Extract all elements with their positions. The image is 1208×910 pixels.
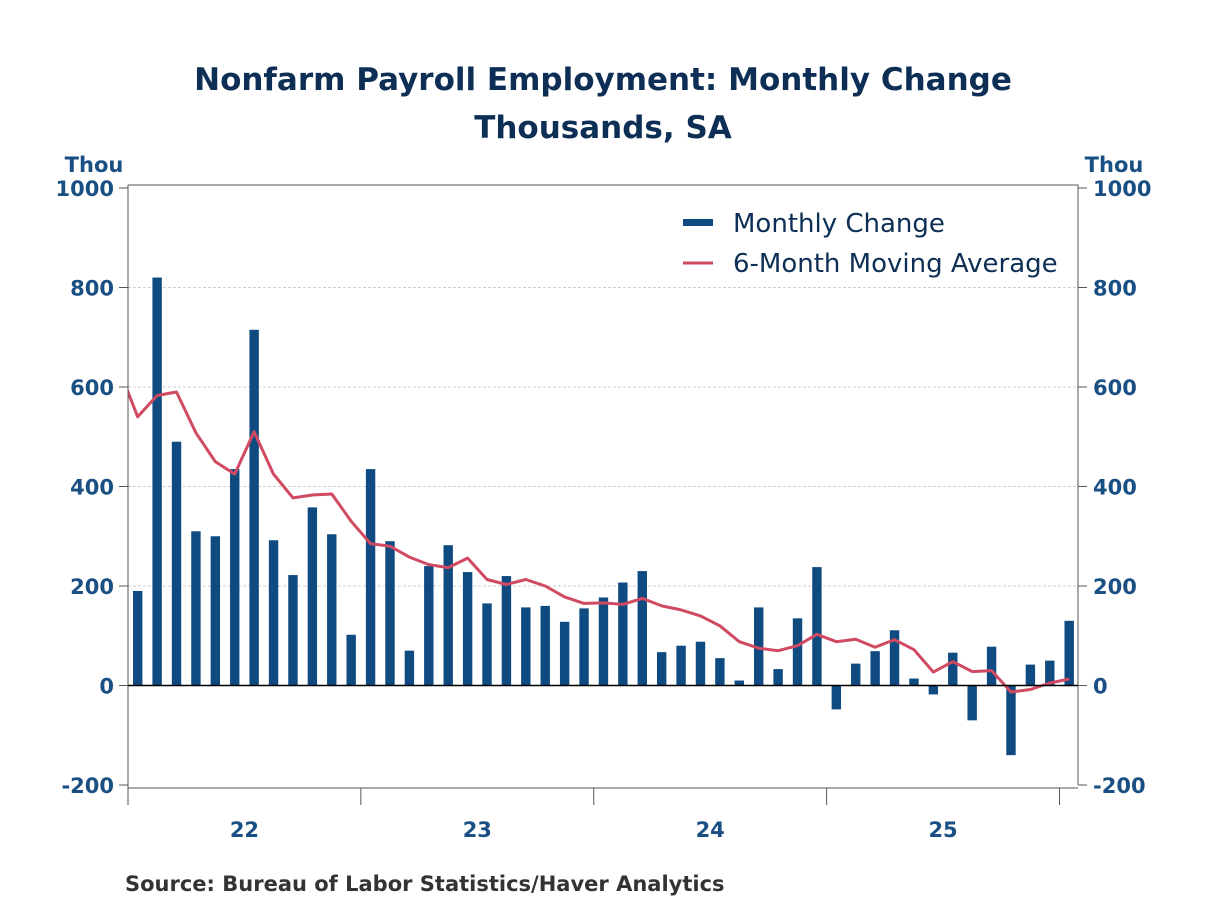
bar xyxy=(1045,660,1055,686)
bar xyxy=(928,685,939,695)
chart-title: Nonfarm Payroll Employment: Monthly Chan… xyxy=(194,62,1012,98)
bar xyxy=(346,634,356,686)
y-tick-label-right: -200 xyxy=(1093,774,1146,798)
bar xyxy=(948,652,958,686)
bar xyxy=(307,507,318,686)
bar xyxy=(404,650,415,686)
bar xyxy=(327,534,337,686)
y-tick-label-left: 600 xyxy=(70,376,114,400)
bar xyxy=(1025,664,1036,686)
bar xyxy=(695,641,706,686)
bar xyxy=(831,685,842,710)
bar xyxy=(792,618,803,686)
y-tick-label-left: 200 xyxy=(70,575,114,599)
bar xyxy=(210,536,221,686)
bar xyxy=(851,663,861,686)
bar xyxy=(986,646,997,686)
bar xyxy=(424,566,434,686)
legend-swatch-monthly-change xyxy=(683,219,713,226)
bar xyxy=(715,658,725,686)
bar xyxy=(501,576,512,686)
y-tick-label-left: 1000 xyxy=(56,177,114,201)
bar xyxy=(734,680,744,686)
bar xyxy=(909,678,919,686)
x-tick-label: 23 xyxy=(463,818,492,842)
y-tick-label-right: 200 xyxy=(1093,575,1137,599)
bar xyxy=(133,590,143,686)
chart-subtitle: Thousands, SA xyxy=(474,110,732,146)
legend: Monthly Change 6-Month Moving Average xyxy=(683,209,1058,279)
moving-average-line xyxy=(128,387,1070,694)
y-tick-label-left: -200 xyxy=(61,774,114,798)
bar xyxy=(230,469,240,686)
bar xyxy=(540,605,550,686)
bar xyxy=(889,630,900,686)
y-tick-label-left: 400 xyxy=(70,476,114,500)
bar xyxy=(249,329,259,686)
bar xyxy=(521,607,531,686)
bar xyxy=(598,597,609,686)
x-tick-label: 25 xyxy=(928,818,957,842)
bar xyxy=(365,469,376,686)
x-tick-label: 22 xyxy=(230,818,259,842)
bar xyxy=(288,575,298,686)
bar xyxy=(482,603,492,686)
bar xyxy=(637,571,647,686)
bar xyxy=(676,645,686,686)
bar xyxy=(1064,620,1074,686)
bar xyxy=(443,545,453,686)
bar xyxy=(171,441,182,686)
bar xyxy=(191,531,201,686)
y-tick-label-right: 600 xyxy=(1093,376,1137,400)
bar xyxy=(268,540,279,686)
y-tick-label-right: 0 xyxy=(1093,675,1108,699)
bar xyxy=(754,607,764,686)
bar xyxy=(559,621,570,686)
bar xyxy=(967,685,977,721)
y-tick-label-right: 1000 xyxy=(1093,177,1151,201)
bar xyxy=(462,572,473,686)
bar xyxy=(1006,685,1016,756)
y-tick-label-left: 0 xyxy=(99,675,114,699)
y-tick-label-right: 800 xyxy=(1093,277,1137,301)
bar xyxy=(812,567,822,686)
y-axis-label-left: Thou xyxy=(65,153,124,177)
bar xyxy=(618,582,628,686)
bar xyxy=(773,669,783,686)
bar xyxy=(579,608,589,686)
bar xyxy=(656,652,667,686)
bar xyxy=(870,651,880,686)
source-note: Source: Bureau of Labor Statistics/Haver… xyxy=(125,872,725,896)
bar xyxy=(152,277,162,686)
y-tick-label-right: 400 xyxy=(1093,476,1137,500)
y-axis-label-right: Thou xyxy=(1085,153,1144,177)
bar xyxy=(385,541,395,686)
x-tick-label: 24 xyxy=(696,818,725,842)
legend-label-monthly-change: Monthly Change xyxy=(733,209,945,239)
y-tick-label-left: 800 xyxy=(70,277,114,301)
legend-label-moving-average: 6-Month Moving Average xyxy=(733,249,1058,279)
